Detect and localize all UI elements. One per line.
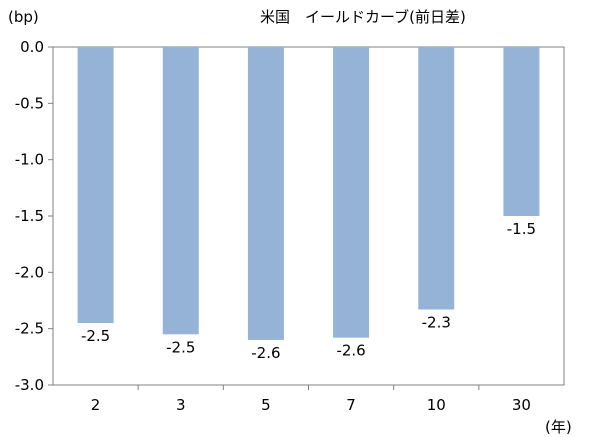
x-tick-label: 2 [91, 396, 101, 414]
y-axis: 0.0 -0.5 -1.0 -1.5 -2.0 -2.5 -3.0 [15, 38, 53, 394]
x-axis-unit: (年) [545, 418, 572, 436]
chart-title: 米国 イールドカーブ(前日差) [260, 8, 466, 26]
bar [333, 47, 370, 338]
plot-frame [52, 46, 565, 386]
x-axis: 2 3 5 7 10 30 [91, 385, 531, 414]
y-tick-label: -1.5 [15, 207, 44, 225]
x-tick-label: 5 [261, 396, 271, 414]
plot-area [52, 46, 565, 386]
bar [162, 47, 199, 335]
x-tick-label: 7 [346, 396, 356, 414]
bar [503, 47, 540, 216]
x-tick-label: 3 [176, 396, 186, 414]
data-label: -2.5 [166, 338, 195, 356]
y-tick-label: -0.5 [15, 94, 44, 112]
data-label: -2.3 [422, 314, 451, 332]
y-tick-label: 0.0 [20, 38, 44, 56]
x-tick-label: 30 [512, 396, 531, 414]
y-tick-label: -1.0 [15, 151, 44, 169]
y-tick-label: -2.0 [15, 263, 44, 281]
data-label: -2.5 [81, 327, 110, 345]
x-tick-label: 10 [427, 396, 446, 414]
data-label: -2.6 [336, 342, 365, 360]
y-tick-label: -3.0 [15, 376, 44, 394]
y-tick-label: -2.5 [15, 320, 44, 338]
bar-series: -2.5 -2.5 -2.6 -2.6 -2.3 -1.5 [77, 47, 540, 362]
data-label: -1.5 [507, 220, 536, 238]
bar [247, 47, 284, 340]
data-label: -2.6 [251, 344, 280, 362]
bar [418, 47, 455, 310]
bar [77, 47, 114, 324]
y-axis-unit: (bp) [8, 8, 39, 26]
